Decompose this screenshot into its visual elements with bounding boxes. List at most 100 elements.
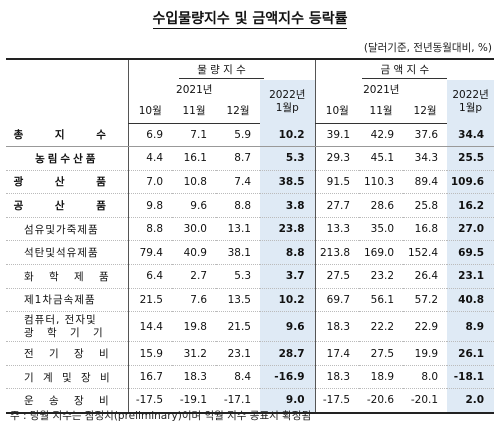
volume-cell: 79.4 (127, 240, 172, 266)
row-label: 총 지 수 (6, 123, 128, 148)
import-index-table: 물 량 지 수 금 액 지 수 2021년 2022년 1월p 2021년 202… (6, 58, 495, 414)
value-2022-cell: 34.4 (447, 123, 495, 148)
value-cell: 42.9 (359, 123, 404, 148)
volume-year-2021: 2021년 (127, 80, 260, 99)
row-label: 제1차금속제품 (6, 288, 128, 313)
table-row: 전 기 장 비 15.9 31.2 23.1 28.7 17.4 27.5 19… (6, 341, 495, 366)
volume-cell: 8.8 (216, 193, 260, 218)
value-cell: 18.3 (314, 311, 360, 343)
table-row: 농림수산품 4.4 16.1 8.7 5.3 29.3 45.1 34.3 25… (6, 146, 495, 171)
volume-cell: 31.2 (172, 341, 216, 366)
volume-2022-cell: 9.6 (260, 311, 316, 343)
value-cell: 152.4 (403, 240, 448, 266)
volume-cell: 9.6 (172, 193, 216, 218)
volume-2022-cell: 8.8 (260, 240, 316, 266)
value-2022-cell: 69.5 (447, 240, 495, 266)
volume-cell: 7.4 (216, 170, 260, 195)
value-cell: 28.6 (359, 193, 404, 218)
value-cell: -20.6 (359, 388, 404, 414)
volume-2022-cell: 3.8 (260, 193, 316, 218)
value-month-12: 12월 (403, 99, 448, 124)
table-row: 석탄및석유제품 79.4 40.9 38.1 8.8 213.8 169.0 1… (6, 240, 495, 266)
value-group-header: 금 액 지 수 (314, 59, 495, 80)
value-cell: 56.1 (359, 288, 404, 313)
volume-cell: 16.7 (127, 365, 172, 390)
volume-2022-cell: 5.3 (260, 146, 316, 171)
row-label: 기 계 및 장 비 (6, 365, 128, 390)
value-year-2021: 2021년 (314, 80, 448, 99)
volume-2022-cell: 23.8 (260, 217, 316, 242)
volume-month-11: 11월 (172, 99, 216, 124)
value-cell: 110.3 (359, 170, 404, 195)
value-cell: 34.3 (403, 146, 448, 171)
value-month-10: 10월 (314, 99, 360, 124)
value-cell: 25.8 (403, 193, 448, 218)
volume-cell: 19.8 (172, 311, 216, 343)
volume-2022-cell: -16.9 (260, 365, 316, 390)
value-2022-cell: 25.5 (447, 146, 495, 171)
row-label: 농림수산품 (6, 146, 128, 171)
volume-cell: 13.5 (216, 288, 260, 313)
row-label: 석탄및석유제품 (6, 240, 128, 266)
volume-2022-cell: 38.5 (260, 170, 316, 195)
value-2022-cell: 23.1 (447, 264, 495, 289)
volume-cell: 13.1 (216, 217, 260, 242)
value-cell: 89.4 (403, 170, 448, 195)
value-2022-cell: 27.0 (447, 217, 495, 242)
row-label: 컴퓨터, 전자및 광 학 기 기 (6, 311, 128, 343)
volume-cell: 21.5 (216, 311, 260, 343)
value-cell: 23.2 (359, 264, 404, 289)
value-cell: 19.9 (403, 341, 448, 366)
value-cell: 213.8 (314, 240, 360, 266)
table-row: 화 학 제 품 6.4 2.7 5.3 3.7 27.5 23.2 26.4 2… (6, 264, 495, 289)
volume-cell: 30.0 (172, 217, 216, 242)
value-cell: 18.9 (359, 365, 404, 390)
value-2022-cell: 40.8 (447, 288, 495, 313)
volume-cell: 8.4 (216, 365, 260, 390)
table-row: 운 송 장 비 -17.5 -19.1 -17.1 9.0 -17.5 -20.… (6, 388, 495, 414)
unit-note: (달러기준, 전년동월대비, %) (363, 42, 492, 54)
volume-cell: 6.9 (127, 123, 172, 148)
value-cell: 26.4 (403, 264, 448, 289)
value-cell: 69.7 (314, 288, 360, 313)
row-label: 운 송 장 비 (6, 388, 128, 414)
table-row: 광 산 품 7.0 10.8 7.4 38.5 91.5 110.3 89.4 … (6, 170, 495, 195)
volume-cell: 8.7 (216, 146, 260, 171)
value-2022-cell: 109.6 (447, 170, 495, 195)
volume-cell: -19.1 (172, 388, 216, 414)
value-cell: -17.5 (314, 388, 360, 414)
volume-cell: 21.5 (127, 288, 172, 313)
value-cell: 169.0 (359, 240, 404, 266)
value-2022-cell: 2.0 (447, 388, 495, 414)
row-label: 광 산 품 (6, 170, 128, 195)
table-row: 컴퓨터, 전자및 광 학 기 기 14.4 19.8 21.5 9.6 18.3 … (6, 311, 495, 343)
table-row: 총 지 수 6.9 7.1 5.9 10.2 39.1 42.9 37.6 34… (6, 123, 495, 148)
volume-cell: 7.6 (172, 288, 216, 313)
table-row: 기 계 및 장 비 16.7 18.3 8.4 -16.9 18.3 18.9 … (6, 365, 495, 390)
volume-2022-cell: 28.7 (260, 341, 316, 366)
table-row: 제1차금속제품 21.5 7.6 13.5 10.2 69.7 56.1 57.… (6, 288, 495, 313)
volume-cell: 9.8 (127, 193, 172, 218)
value-2022-cell: -18.1 (447, 365, 495, 390)
value-cell: 18.3 (314, 365, 360, 390)
value-cell: -20.1 (403, 388, 448, 414)
volume-cell: -17.1 (216, 388, 260, 414)
value-cell: 39.1 (314, 123, 360, 148)
value-2022-cell: 8.9 (447, 311, 495, 343)
value-cell: 22.9 (403, 311, 448, 343)
volume-cell: 6.4 (127, 264, 172, 289)
volume-2022-cell: 9.0 (260, 388, 316, 414)
volume-group-header: 물 량 지 수 (127, 59, 316, 80)
volume-cell: -17.5 (127, 388, 172, 414)
footnote: 주 : 당월 지수는 잠정치(preliminary)이며 익월 지수 공표시 … (10, 410, 312, 422)
value-cell: 27.5 (314, 264, 360, 289)
volume-cell: 15.9 (127, 341, 172, 366)
volume-cell: 16.1 (172, 146, 216, 171)
row-label: 공 산 품 (6, 193, 128, 218)
volume-cell: 5.3 (216, 264, 260, 289)
volume-2022-header: 2022년 1월p (260, 80, 316, 123)
value-cell: 16.8 (403, 217, 448, 242)
volume-2022-cell: 10.2 (260, 288, 316, 313)
value-2022-cell: 16.2 (447, 193, 495, 218)
value-cell: 13.3 (314, 217, 360, 242)
